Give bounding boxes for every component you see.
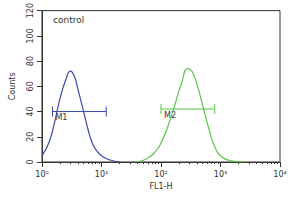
svg-text:10⁴: 10⁴ bbox=[273, 170, 286, 179]
svg-text:M1: M1 bbox=[55, 113, 67, 122]
svg-text:10²: 10² bbox=[154, 170, 167, 179]
svg-text:80: 80 bbox=[26, 56, 35, 66]
svg-text:20: 20 bbox=[26, 132, 35, 142]
svg-text:10⁰: 10⁰ bbox=[35, 170, 48, 179]
svg-text:0: 0 bbox=[26, 159, 35, 164]
svg-text:FL1-H: FL1-H bbox=[149, 182, 172, 191]
svg-text:60: 60 bbox=[26, 81, 35, 91]
svg-text:control: control bbox=[53, 15, 84, 25]
svg-text:100: 100 bbox=[26, 28, 35, 43]
svg-text:Counts: Counts bbox=[8, 72, 17, 100]
svg-text:M2: M2 bbox=[164, 111, 176, 120]
svg-text:10¹: 10¹ bbox=[95, 170, 108, 179]
svg-text:120: 120 bbox=[26, 3, 35, 18]
svg-text:10³: 10³ bbox=[214, 170, 227, 179]
svg-text:40: 40 bbox=[26, 106, 35, 116]
